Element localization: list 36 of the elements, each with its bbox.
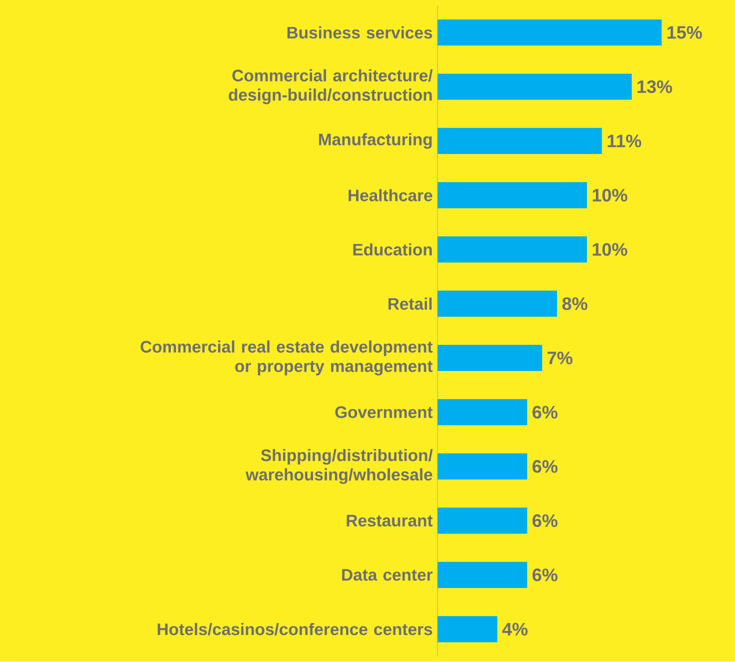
data-label: 10%: [592, 243, 628, 256]
bar: [438, 182, 587, 208]
y-tick-label: Government: [335, 406, 433, 418]
y-tick-label: Shipping/distribution/ warehousing/wholesale: [246, 449, 433, 484]
data-label: 13%: [638, 80, 672, 94]
data-label: 6%: [532, 460, 558, 473]
bar: [438, 616, 498, 642]
y-tick-label: Manufacturing: [319, 133, 432, 149]
bar: [438, 236, 587, 263]
bar: [438, 74, 632, 100]
bar: [438, 508, 528, 534]
data-label: 15%: [668, 26, 702, 39]
data-label: 4%: [502, 623, 528, 636]
data-label: 8%: [562, 298, 588, 310]
y-tick-label: Commercial real estate development or property management: [140, 340, 433, 376]
bar: [438, 128, 602, 154]
data-label: 6%: [532, 406, 558, 419]
y-tick-label: Healthcare: [348, 189, 432, 202]
data-label: 6%: [532, 568, 558, 582]
y-tick-label: Retail: [388, 298, 432, 310]
data-label: 10%: [592, 189, 628, 202]
y-tick-label: Data center: [342, 569, 433, 581]
bar: [438, 399, 528, 426]
bar: [438, 345, 542, 372]
bar: [438, 562, 528, 588]
data-label: 11%: [608, 134, 642, 148]
y-tick-label: Hotels/casinos/conference centers: [158, 623, 432, 636]
y-tick-label: Education: [353, 244, 432, 256]
y-tick-label: Restaurant: [346, 515, 433, 527]
bar: [438, 454, 528, 480]
data-label: 6%: [532, 514, 558, 528]
y-tick-label: Business services: [287, 26, 432, 39]
bar: [438, 290, 558, 317]
data-label: 7%: [548, 352, 572, 364]
bar: [438, 20, 662, 46]
y-tick-label: Commercial architecture/ design-build/construction: [228, 69, 433, 104]
